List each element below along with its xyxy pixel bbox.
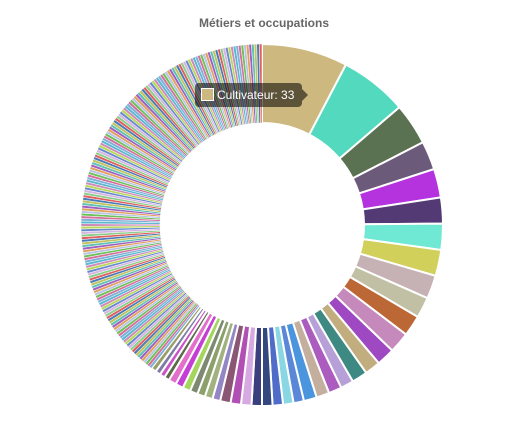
- chart-title: Métiers et occupations: [198, 16, 330, 30]
- chart-tooltip: Cultivateur: 33: [195, 83, 309, 107]
- tooltip-arrow: [302, 89, 309, 101]
- tooltip-text: Cultivateur: 33: [217, 88, 295, 102]
- tooltip-swatch: [201, 88, 214, 101]
